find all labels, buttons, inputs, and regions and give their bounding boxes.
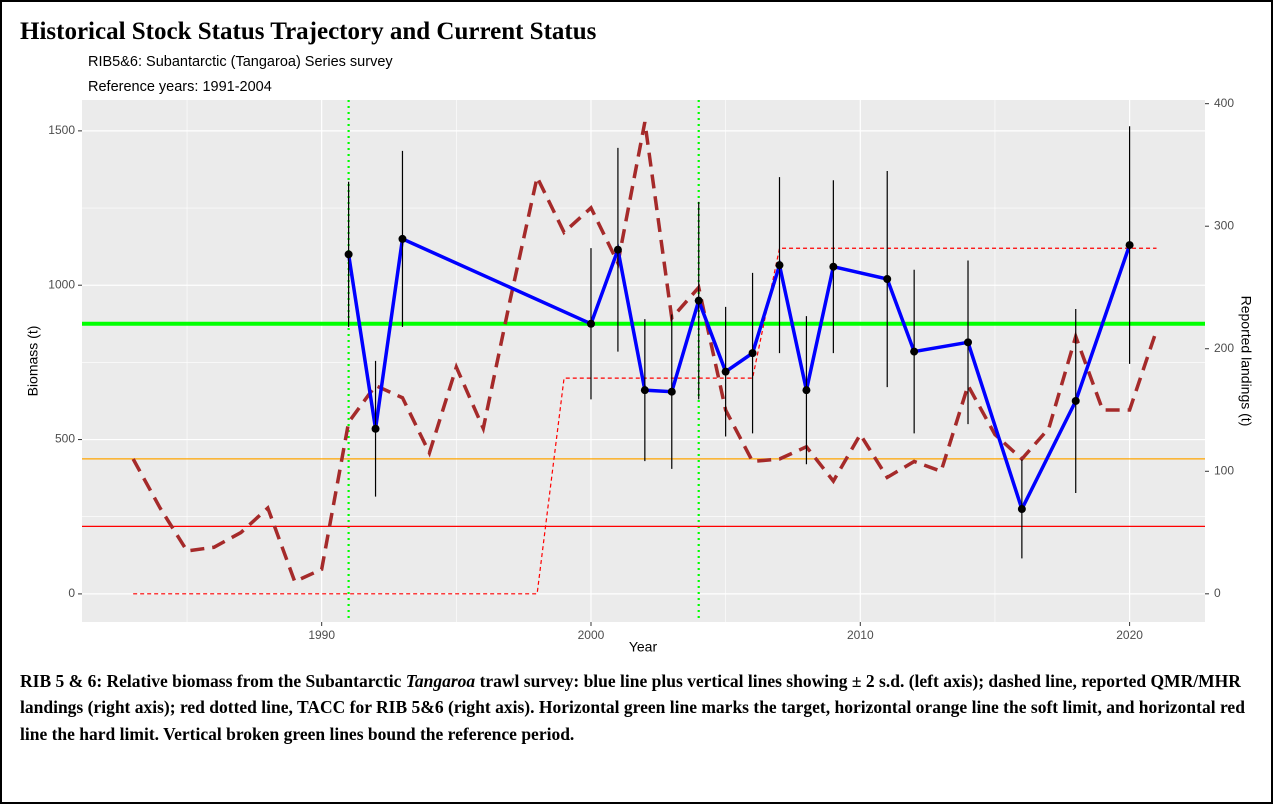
caption-text: trawl survey: blue line plus vertical li… [20,671,1245,744]
y2-tick-label: 200 [1214,341,1234,355]
data-point [1071,396,1080,405]
y-axis-label: Biomass (t) [25,326,41,397]
x-tick-label: 1990 [308,628,335,642]
y-tick-label: 1000 [48,277,75,291]
data-point [667,387,676,396]
y2-axis-label: Reported landings (t) [1238,296,1254,427]
plot-background [82,100,1205,622]
y2-tick-label: 300 [1214,218,1234,232]
y2-tick-label: 400 [1214,96,1234,110]
x-tick-label: 2000 [578,628,605,642]
data-point [775,261,784,270]
data-point [398,234,407,243]
y2-tick-label: 100 [1214,463,1234,477]
subtitle: Reference years: 1991-2004 [88,79,272,95]
x-axis-label: Year [629,639,658,655]
data-point [613,245,622,254]
data-point [586,319,595,328]
data-point [802,386,811,395]
data-point [883,275,892,284]
y2-tick-label: 0 [1214,586,1221,600]
chart: RIB5&6: Subantarctic (Tangaroa) Series s… [25,54,1255,655]
x-tick-label: 2020 [1116,628,1143,642]
data-point [829,262,838,271]
x-tick-label: 2010 [847,628,874,642]
data-point [748,349,757,358]
data-point [910,347,919,356]
y-tick-label: 0 [68,586,75,600]
y-tick-label: 1500 [48,123,75,137]
data-point [344,250,353,259]
data-point [371,424,380,433]
data-point [721,367,730,376]
caption-text: RIB 5 & 6: Relative biomass from the Sub… [20,671,406,691]
title: Historical Stock Status Trajectory and C… [20,18,597,45]
data-point [1017,505,1026,514]
data-point [964,338,973,347]
series-line [133,247,1157,595]
series-line [131,121,1159,584]
data-point [1125,241,1134,250]
data-point [640,386,649,395]
caption-italic: Tangaroa [405,671,476,691]
caption: RIB 5 & 6: Relative biomass from the Sub… [20,668,1260,747]
y-tick-label: 500 [55,432,75,446]
subtitle: RIB5&6: Subantarctic (Tangaroa) Series s… [88,54,393,70]
data-point [694,296,703,305]
